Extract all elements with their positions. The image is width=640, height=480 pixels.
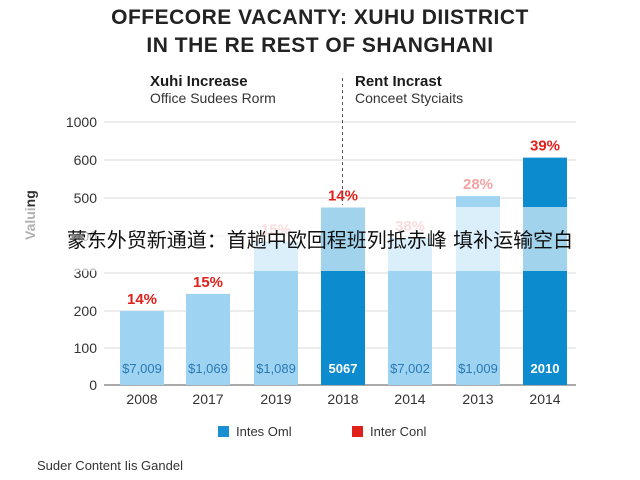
bar-value-label: $7,002: [390, 361, 430, 376]
x-tick-label: 2013: [462, 391, 493, 407]
right-subheading-normal: Conceet Styciaits: [355, 90, 464, 106]
x-tick-label: 2017: [192, 391, 223, 407]
bar-percent-label: 39%: [530, 138, 560, 155]
bar-value-label: $1,089: [256, 361, 296, 376]
left-subheading-bold: Xuhi Increase: [150, 73, 248, 90]
chart-title-line-2: IN THE RE REST OF SHANGHANI: [146, 34, 494, 57]
caption-overlay-band: [0, 207, 640, 271]
chart-title: OFFECORE VACANTY: XUHU DIISTRICT IN THE …: [0, 4, 640, 60]
bar-value-label: $1,009: [458, 361, 498, 376]
left-subheading-normal: Office Sudees Rorm: [150, 90, 276, 106]
legend-swatch-series-2: [352, 426, 363, 437]
y-tick-label: 1000: [66, 114, 97, 130]
y-tick-label: 100: [74, 340, 98, 356]
y-tick-label: 600: [74, 152, 98, 168]
source-note: Suder Content Iis Gandel: [37, 458, 183, 473]
legend-swatch-series-1: [218, 426, 229, 437]
x-tick-label: 2008: [126, 391, 157, 407]
bar-value-label: 2010: [531, 361, 560, 376]
bar-value-label: $1,069: [188, 361, 228, 376]
right-subheading: Rent Incrast Conceet Styciaits: [355, 73, 463, 107]
bar-percent-label: 14%: [328, 188, 358, 205]
bar-percent-label: 14%: [127, 291, 157, 308]
y-tick-label: 500: [74, 190, 98, 206]
bar: [186, 293, 230, 385]
y-tick-label: 0: [89, 377, 97, 393]
left-subheading: Xuhi Increase Office Sudees Rorm: [150, 73, 276, 107]
chart-title-line-1: OFFECORE VACANTY: XUHU DIISTRICT: [111, 6, 529, 29]
x-tick-label: 2019: [260, 391, 291, 407]
y-tick-label: 200: [74, 303, 98, 319]
legend-item-series-1: Intes Oml: [218, 424, 292, 439]
x-tick-label: 2018: [327, 391, 358, 407]
bar: [523, 157, 567, 385]
bar-value-label: 5067: [329, 361, 358, 376]
x-tick-label: 2014: [394, 391, 425, 407]
right-subheading-bold: Rent Incrast: [355, 73, 442, 90]
x-tick-label: 2014: [529, 391, 560, 407]
legend-label-series-2: Inter Conl: [370, 424, 427, 439]
bar-percent-label: 15%: [193, 274, 223, 291]
bar-percent-label: 28%: [463, 176, 493, 193]
legend-item-series-2: Inter Conl: [352, 424, 426, 439]
bar-value-label: $7,009: [122, 361, 162, 376]
legend-label-series-1: Intes Oml: [236, 424, 292, 439]
bar: [120, 311, 164, 385]
caption-overlay-text: 蒙东外贸新通道：首趟中欧回程班列抵赤峰 填补运输空白: [66, 228, 574, 252]
